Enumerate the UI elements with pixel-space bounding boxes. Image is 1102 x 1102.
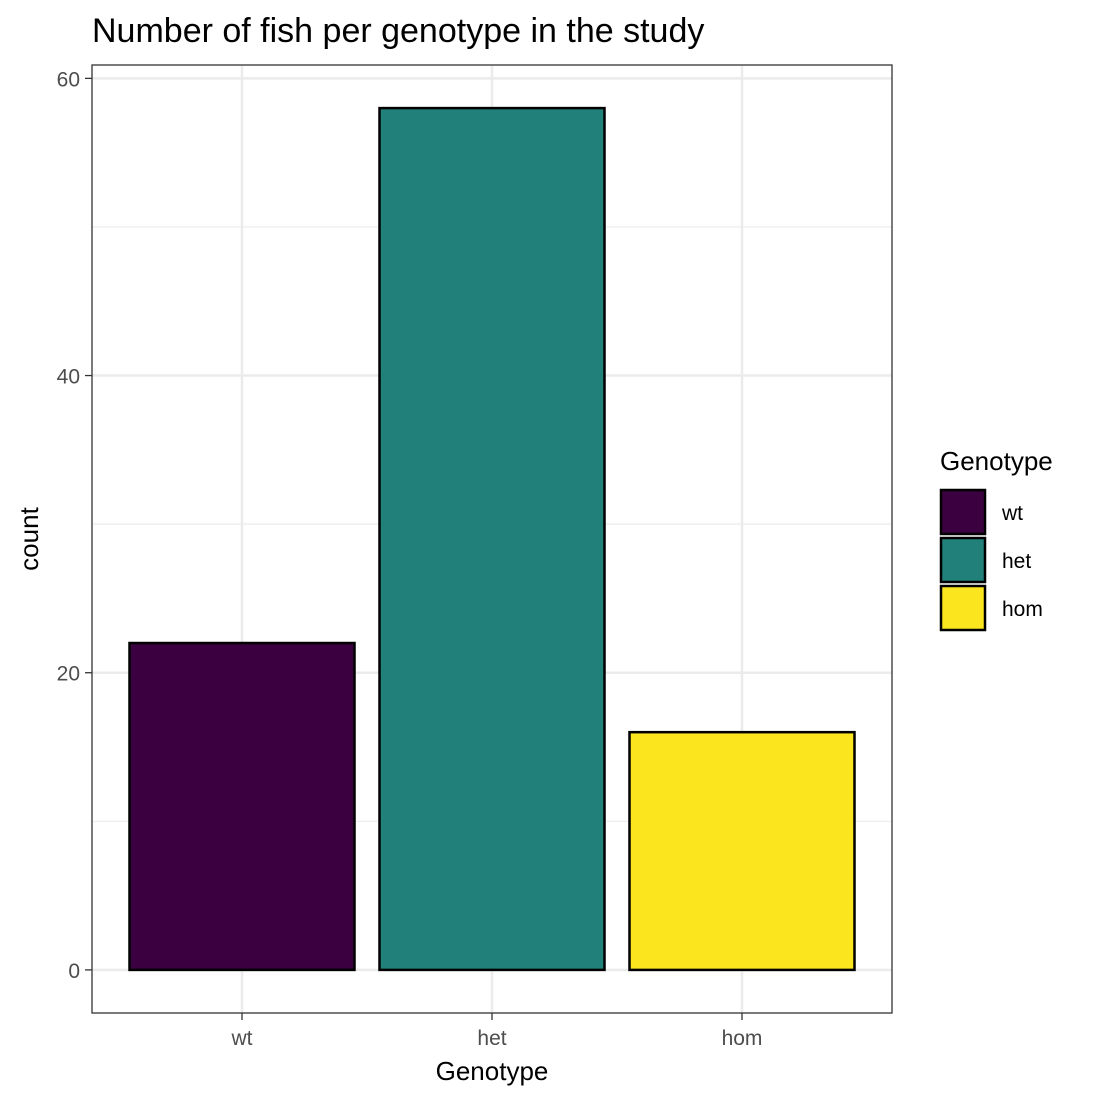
x-tick-label: wt [231, 1027, 253, 1050]
x-axis-title: Genotype [436, 1056, 549, 1086]
legend-key-wt [939, 488, 987, 536]
bar-het [378, 106, 606, 972]
legend-label: wt [1001, 502, 1023, 525]
legend-key-het [939, 536, 987, 584]
legend-label: hom [1002, 598, 1043, 621]
y-tick-label: 20 [57, 663, 80, 686]
bar-hom [628, 730, 856, 972]
x-tick-label: het [477, 1027, 506, 1050]
x-axis: wt het hom [231, 1013, 763, 1050]
chart-title: Number of fish per genotype in the study [92, 12, 704, 50]
y-tick-label: 0 [68, 960, 80, 983]
bar-wt [128, 641, 356, 972]
bars [128, 106, 856, 972]
y-tick-label: 40 [57, 366, 80, 389]
y-axis: 0 20 40 60 [57, 68, 92, 983]
legend: Genotype wt het hom [939, 446, 1053, 632]
x-tick-label: hom [722, 1027, 763, 1050]
y-axis-title: count [14, 506, 44, 570]
legend-title: Genotype [940, 446, 1053, 476]
legend-label: het [1002, 550, 1031, 573]
legend-key-hom [939, 584, 987, 632]
y-tick-label: 60 [57, 68, 80, 91]
